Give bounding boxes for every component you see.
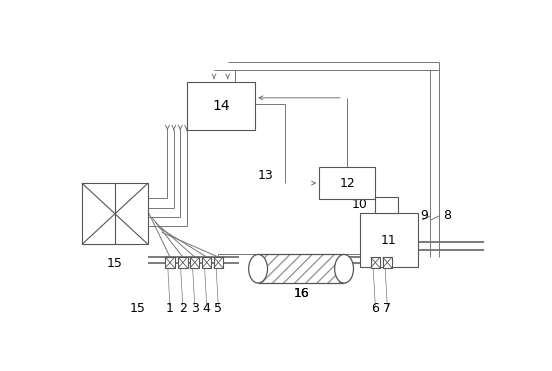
Bar [360,213,418,267]
Bar [187,82,255,130]
Bar [214,257,223,268]
Ellipse shape [248,255,268,283]
Text: 16: 16 [293,288,309,301]
Text: 11: 11 [381,234,397,247]
Text: 15: 15 [130,302,145,315]
Text: 13: 13 [258,170,274,183]
Text: 4: 4 [203,302,211,315]
Bar [82,183,148,244]
Text: 6: 6 [371,302,379,315]
Bar [258,255,344,283]
Text: 16: 16 [293,288,309,301]
Text: 9: 9 [420,209,428,223]
Text: 8: 8 [443,209,452,223]
Bar [190,257,199,268]
Text: 10: 10 [351,198,367,211]
Text: 7: 7 [383,302,391,315]
Bar [319,167,375,199]
Bar [258,255,344,283]
Text: 3: 3 [191,302,199,315]
Bar [383,257,392,268]
Bar [202,257,211,268]
Text: 15: 15 [107,257,123,270]
Bar [375,197,399,213]
Bar [165,257,174,268]
Ellipse shape [335,255,353,283]
Text: 2: 2 [179,302,187,315]
Text: 5: 5 [214,302,222,315]
Bar [178,257,188,268]
Text: 12: 12 [339,177,355,190]
Text: 1: 1 [166,302,174,315]
Bar [370,257,380,268]
Text: 14: 14 [212,99,230,113]
